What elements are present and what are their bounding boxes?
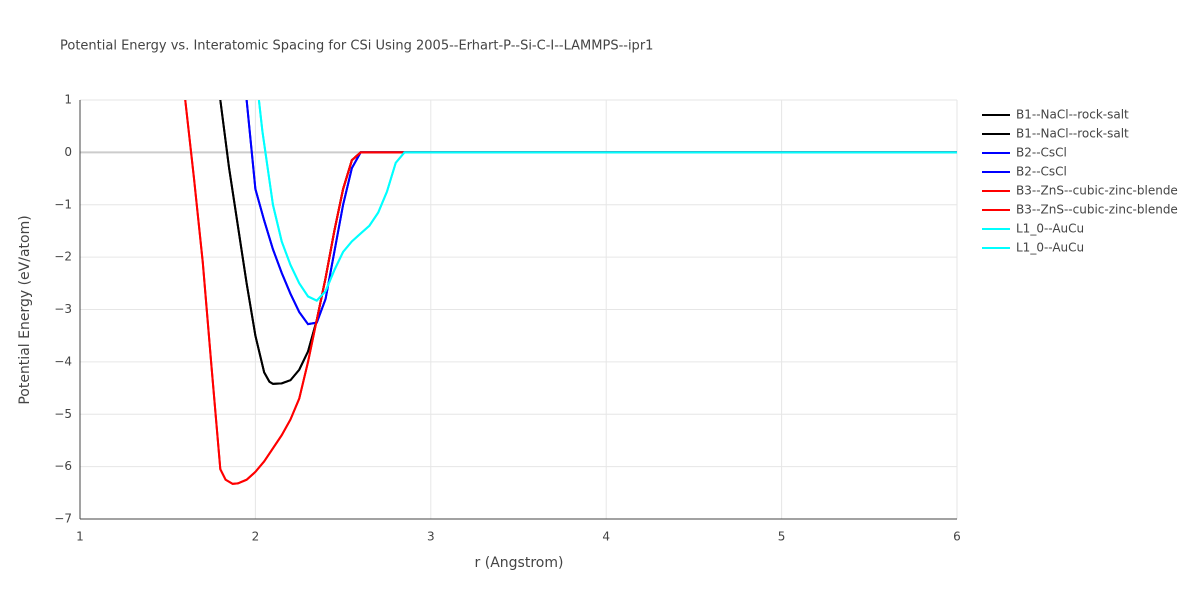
- series-line: [257, 100, 957, 302]
- series-line: [219, 100, 957, 385]
- x-tick-label: 5: [778, 530, 786, 544]
- x-tick-label: 4: [602, 530, 610, 544]
- y-tick-label: 1: [64, 93, 72, 107]
- y-tick-label: −5: [54, 407, 72, 421]
- y-tick-label: −6: [54, 459, 72, 473]
- y-tick-label: −7: [54, 512, 72, 526]
- y-tick-label: −1: [54, 197, 72, 211]
- legend-label: B3--ZnS--cubic-zinc-blende: [1016, 203, 1178, 217]
- y-axis-label: Potential Energy (eV/atom): [17, 215, 33, 404]
- series-line: [245, 100, 957, 326]
- grid: 1 2 3 4 5 6 −7 −6 −5 −4 −3 −2 −1 0 1: [54, 93, 961, 544]
- y-tick-label: −4: [54, 354, 72, 368]
- legend-label: B1--NaCl--rock-salt: [1016, 108, 1129, 122]
- legend: B1--NaCl--rock-salt B1--NaCl--rock-salt B2…: [982, 108, 1178, 255]
- y-tick-label: 0: [64, 145, 72, 159]
- series-line: [219, 100, 957, 385]
- legend-label: B3--ZnS--cubic-zinc-blende: [1016, 184, 1178, 198]
- plot-area: [184, 100, 957, 485]
- series-line: [184, 100, 957, 485]
- x-axis-label: r (Angstrom): [475, 555, 564, 571]
- y-tick-label: −2: [54, 250, 72, 264]
- legend-label: L1_0--AuCu: [1016, 241, 1084, 255]
- series-line: [257, 100, 957, 302]
- series-line: [184, 100, 957, 485]
- chart-title: Potential Energy vs. Interatomic Spacing…: [60, 39, 653, 54]
- legend-label: B2--CsCl: [1016, 146, 1067, 160]
- legend-label: B1--NaCl--rock-salt: [1016, 127, 1129, 141]
- legend-label: L1_0--AuCu: [1016, 222, 1084, 236]
- series-line: [245, 100, 957, 326]
- x-tick-label: 2: [252, 530, 260, 544]
- x-tick-label: 6: [953, 530, 961, 544]
- x-tick-label: 3: [427, 530, 435, 544]
- legend-label: B2--CsCl: [1016, 165, 1067, 179]
- y-tick-label: −3: [54, 302, 72, 316]
- x-tick-label: 1: [76, 530, 84, 544]
